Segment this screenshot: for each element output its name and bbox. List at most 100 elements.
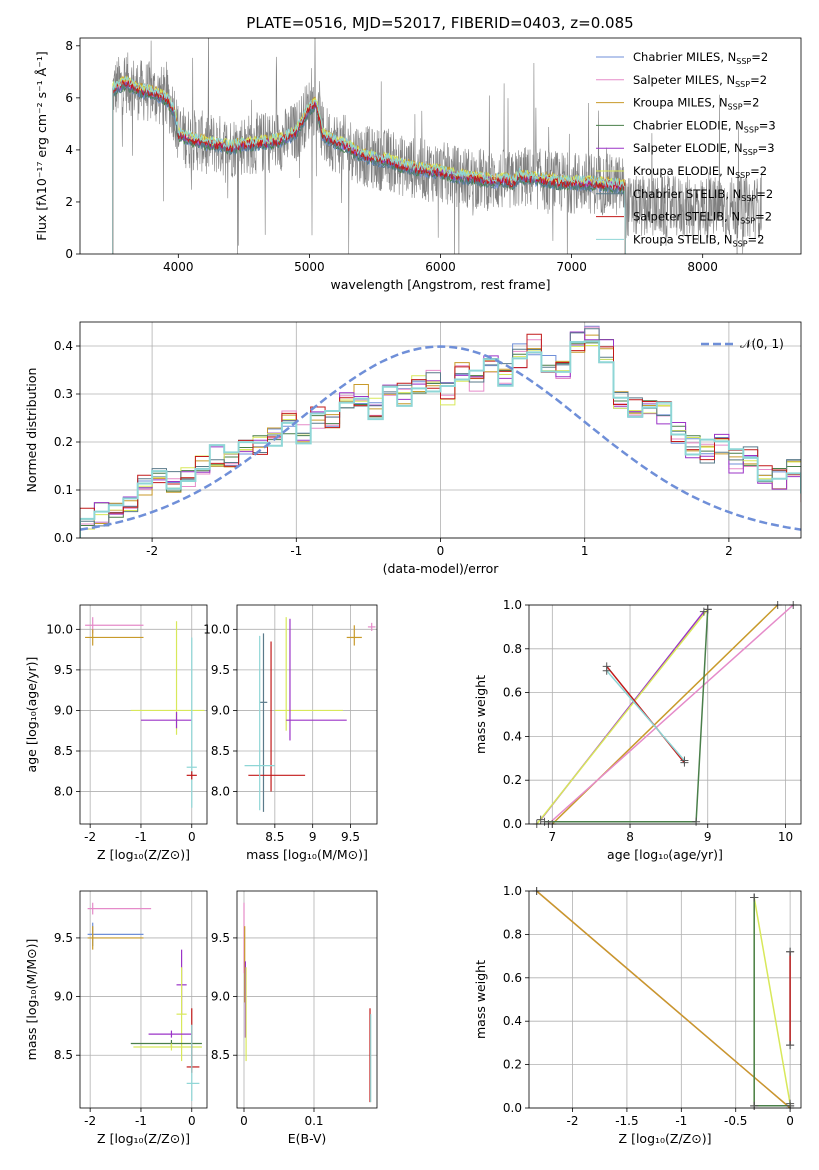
panel-spectrum: 4000 5000 6000 7000 8000 0 2 4 6 8 wavelength [Ang… (34, 37, 802, 292)
errorbar-point (87, 926, 144, 950)
plot-area (536, 605, 794, 824)
plot-area (85, 617, 205, 808)
histogram-step-line (80, 331, 801, 538)
histogram-step-line (80, 334, 801, 538)
y-tick-label: 0.4 (54, 339, 73, 353)
y-tick-label: 9.0 (54, 990, 73, 1004)
x-tick-label: -2 (84, 830, 96, 844)
errorbar-point (130, 621, 205, 735)
y-tick-label: 4 (65, 143, 73, 157)
errorbar-point (186, 771, 197, 780)
y-tick-label: 0.6 (503, 686, 522, 700)
x-tick-label: -0.5 (724, 1114, 747, 1128)
y-axis-label: Normed distribution (24, 368, 39, 493)
y-tick-label: 8.5 (54, 1048, 73, 1062)
axes-frame (528, 604, 802, 825)
y-tick-label: 0.3 (54, 387, 73, 401)
x-tick-label: 0 (188, 830, 196, 844)
panel-age-vs-metallicity: -2 -1 0 8.0 8.5 9.0 9.5 10.0 Z [log₁₀(Z/Z⊙)] age … (24, 604, 208, 862)
panel-residual-histogram: -2 -1 0 1 2 0.0 0.1 0.2 0.3 0.4 (data-model)/error… (24, 321, 802, 576)
errorbar-point (85, 617, 144, 634)
legend-label: Chabrier MILES, NSSP=2 (633, 50, 768, 66)
errorbar-point (248, 641, 306, 792)
weight-line (753, 897, 791, 1107)
x-tick-label: 7000 (556, 260, 587, 274)
weight-line (536, 891, 791, 1108)
axes-frame (236, 890, 378, 1109)
axes-frame (236, 604, 378, 825)
x-tick-label: -1 (135, 830, 147, 844)
panel-mass-weight-vs-age: 7 8 9 10 0.0 0.2 0.4 0.6 0.8 1.0 age [log₁₀(age/yr… (473, 598, 802, 862)
legend-label: Salpeter ELODIE, NSSP=3 (633, 141, 775, 157)
weight-marker (540, 817, 549, 826)
y-tick-label: 9.0 (211, 990, 230, 1004)
histogram-step-line (80, 325, 801, 538)
plot-area (243, 902, 372, 1103)
y-tick-label: 0.0 (503, 1101, 522, 1115)
y-tick-label: 0.8 (503, 642, 522, 656)
weight-marker (786, 947, 795, 956)
x-tick-label: 8 (626, 830, 634, 844)
x-tick-label: 2 (725, 544, 733, 558)
x-tick-label: -1 (135, 1114, 147, 1128)
x-tick-label: 9 (309, 830, 317, 844)
x-axis-label: mass [log₁₀(M/M⊙)] (246, 847, 368, 862)
weight-line (536, 608, 709, 824)
weight-marker (786, 1101, 795, 1110)
y-tick-label: 0.1 (54, 483, 73, 497)
x-tick-label: 9.5 (341, 830, 360, 844)
y-tick-label: 0 (65, 247, 73, 261)
errorbar-point (176, 967, 187, 1062)
plot-area (244, 617, 376, 812)
y-tick-label: 0.4 (503, 729, 522, 743)
errorbar-point (133, 1043, 202, 1051)
x-tick-label: 10 (778, 830, 793, 844)
gaussian-curve (80, 345, 801, 531)
axes-frame (79, 890, 208, 1109)
x-axis-label: Z [log₁₀(Z/Z⊙)] (97, 847, 190, 862)
errorbar-point (259, 633, 268, 812)
y-tick-label: 9.0 (54, 703, 73, 717)
errorbar-point (87, 922, 144, 947)
axes-frame (79, 604, 208, 825)
x-tick-label: 0 (437, 544, 445, 558)
axes-frame (79, 37, 802, 255)
legend-label: 𝒩(0, 1) (740, 337, 784, 351)
errorbar-point (186, 637, 197, 808)
histogram-step-line (80, 345, 801, 538)
x-tick-label: 5000 (294, 260, 325, 274)
histogram-step-line (80, 333, 801, 538)
weight-marker (680, 756, 689, 765)
x-axis-label: Z [log₁₀(Z/Z⊙)] (97, 1131, 190, 1146)
legend-label: Chabrier ELODIE, NSSP=3 (633, 118, 776, 134)
y-tick-label: 8.0 (211, 785, 230, 799)
x-axis-label: Z [log₁₀(Z/Z⊙)] (619, 1131, 712, 1146)
errorbar-point (186, 1024, 200, 1101)
x-tick-label: 8.5 (265, 830, 284, 844)
x-tick-label: -1 (675, 1114, 687, 1128)
histogram-step-line (80, 340, 801, 538)
x-tick-label: 9 (704, 830, 712, 844)
axes-frame (79, 321, 802, 539)
y-axis-label: mass [log₁₀(M/M⊙)] (24, 939, 39, 1061)
x-tick-label: -1.5 (615, 1114, 638, 1128)
y-tick-label: 9.0 (211, 703, 230, 717)
errorbar-point (286, 618, 347, 741)
panel-mass-vs-extinction: 0 0.1 8.5 9.0 9.5 E(B-V) (211, 890, 378, 1146)
x-axis-label: E(B-V) (288, 1131, 327, 1146)
errorbar-point (367, 622, 376, 631)
y-tick-label: 1.0 (503, 884, 522, 898)
x-tick-label: 8000 (687, 260, 718, 274)
y-tick-label: 0.2 (503, 773, 522, 787)
y-tick-label: 6 (65, 91, 73, 105)
panel-mass-weight-vs-metallicity: -2 -1.5 -1 -0.5 0 0.0 0.2 0.4 0.6 0.8 1.0 Z [log₁₀(… (473, 884, 802, 1146)
y-tick-label: 0.0 (503, 817, 522, 831)
y-tick-label: 1.0 (503, 598, 522, 612)
y-axis-label: Flux [fλ10⁻¹⁷ erg cm⁻² s⁻¹ Å⁻¹] (34, 51, 49, 240)
y-tick-label: 10.0 (46, 622, 73, 636)
y-tick-label: 10.0 (203, 622, 230, 636)
weight-marker (602, 666, 611, 675)
y-tick-label: 0.2 (54, 435, 73, 449)
x-tick-label: 1 (581, 544, 589, 558)
